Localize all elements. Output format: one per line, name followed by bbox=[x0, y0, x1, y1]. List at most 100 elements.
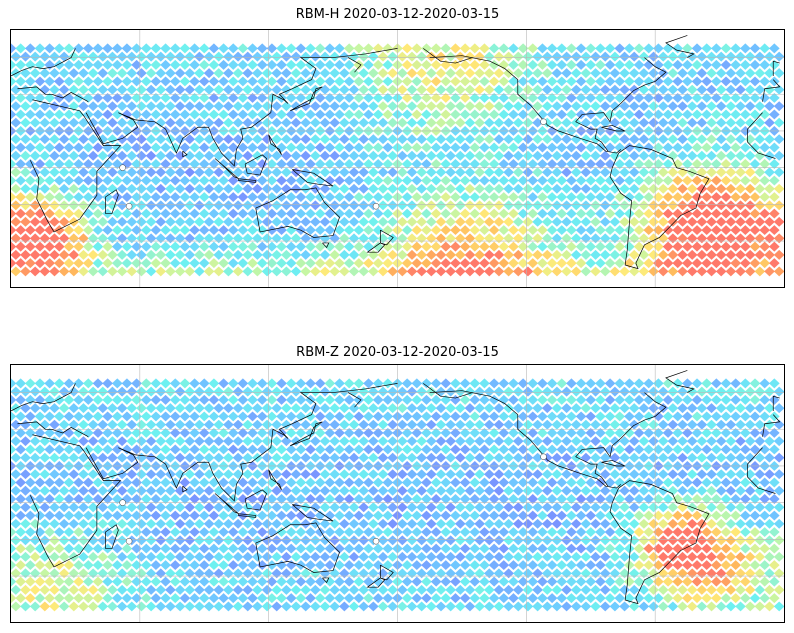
grid-cell bbox=[368, 167, 379, 178]
grid-cell bbox=[165, 216, 176, 227]
grid-cell bbox=[720, 175, 732, 186]
grid-cell bbox=[11, 568, 22, 579]
grid-cell bbox=[97, 117, 109, 128]
grid-cell bbox=[435, 584, 447, 595]
grid-cell bbox=[165, 535, 176, 546]
grid-cell bbox=[759, 192, 770, 203]
grid-cell bbox=[483, 150, 495, 161]
grid-cell bbox=[464, 68, 476, 79]
grid-cell bbox=[744, 502, 756, 513]
grid-cell bbox=[715, 419, 727, 430]
grid-cell bbox=[39, 469, 51, 480]
grid-cell bbox=[541, 386, 553, 397]
grid-cell bbox=[223, 68, 234, 79]
grid-cell bbox=[421, 477, 432, 488]
grid-cell bbox=[773, 117, 784, 128]
grid-cell bbox=[450, 225, 461, 236]
grid-cell bbox=[401, 411, 413, 422]
grid-cell bbox=[653, 411, 664, 422]
grid-cell bbox=[493, 68, 505, 79]
grid-cell bbox=[111, 543, 123, 554]
grid-cell bbox=[440, 241, 452, 252]
grid-cell bbox=[387, 502, 398, 513]
grid-cell bbox=[271, 68, 283, 79]
grid-cell bbox=[256, 477, 268, 488]
grid-cell bbox=[488, 43, 500, 54]
grid-cell bbox=[213, 601, 225, 612]
grid-cell bbox=[754, 518, 766, 529]
grid-cell bbox=[773, 518, 784, 529]
grid-cell bbox=[358, 436, 369, 447]
grid-cell bbox=[624, 576, 635, 587]
grid-cell bbox=[276, 576, 287, 587]
grid-cell bbox=[237, 208, 249, 219]
grid-cell bbox=[11, 200, 22, 211]
grid-cell bbox=[44, 543, 55, 554]
grid-cell bbox=[657, 200, 669, 211]
grid-cell bbox=[522, 485, 534, 496]
grid-cell bbox=[58, 84, 70, 95]
grid-cell bbox=[87, 386, 99, 397]
grid-cell bbox=[387, 249, 398, 260]
grid-cell bbox=[247, 59, 258, 70]
grid-cell bbox=[740, 59, 751, 70]
grid-cell bbox=[406, 469, 418, 480]
grid-cell bbox=[749, 208, 761, 219]
grid-cell bbox=[97, 150, 109, 161]
grid-cell bbox=[353, 159, 365, 169]
grid-cell bbox=[430, 560, 442, 571]
grid-cell bbox=[44, 208, 55, 219]
grid-cell bbox=[430, 175, 442, 186]
grid-cell bbox=[754, 84, 766, 95]
grid-cell bbox=[111, 208, 123, 219]
grid-cell bbox=[749, 109, 761, 120]
grid-cell bbox=[116, 249, 128, 260]
grid-cell bbox=[20, 150, 31, 161]
grid-cell bbox=[599, 266, 611, 277]
grid-cell bbox=[358, 150, 369, 161]
grid-cell bbox=[34, 175, 46, 186]
grid-cell bbox=[517, 43, 529, 54]
grid-cell bbox=[740, 241, 751, 252]
grid-cell bbox=[551, 134, 563, 145]
grid-cell bbox=[368, 568, 379, 579]
grid-cell bbox=[677, 68, 688, 79]
grid-cell bbox=[744, 568, 756, 579]
grid-cell bbox=[116, 485, 128, 496]
grid-cell bbox=[561, 101, 572, 112]
grid-cell bbox=[82, 192, 94, 203]
grid-cell bbox=[82, 576, 94, 587]
grid-cell bbox=[25, 394, 36, 405]
grid-cell bbox=[759, 159, 770, 169]
grid-cell bbox=[638, 584, 650, 595]
grid-cell bbox=[397, 233, 408, 244]
grid-cell bbox=[590, 101, 601, 112]
grid-cell bbox=[566, 76, 577, 87]
grid-cell bbox=[701, 510, 713, 521]
grid-cell bbox=[706, 101, 717, 112]
map-canvas-rbm-h bbox=[11, 30, 784, 287]
grid-cell bbox=[353, 109, 365, 120]
grid-cell bbox=[450, 258, 461, 269]
grid-cell bbox=[314, 527, 326, 538]
grid-cell bbox=[11, 485, 22, 496]
grid-cell bbox=[604, 527, 616, 538]
grid-cell bbox=[483, 502, 495, 513]
grid-cell bbox=[155, 216, 167, 227]
grid-cell bbox=[387, 601, 398, 612]
grid-cell bbox=[261, 386, 273, 397]
grid-cell bbox=[82, 258, 94, 269]
grid-cell bbox=[735, 502, 746, 513]
grid-cell bbox=[653, 494, 664, 504]
grid-cell bbox=[305, 43, 316, 54]
grid-cell bbox=[662, 444, 674, 455]
grid-cell bbox=[73, 258, 84, 269]
grid-cell bbox=[493, 601, 505, 612]
grid-cell bbox=[590, 485, 601, 496]
grid-cell bbox=[585, 175, 597, 186]
grid-cell bbox=[479, 225, 490, 236]
grid-cell bbox=[459, 142, 471, 153]
grid-cell bbox=[628, 386, 640, 397]
grid-cell bbox=[281, 51, 292, 62]
grid-cell bbox=[131, 394, 142, 405]
